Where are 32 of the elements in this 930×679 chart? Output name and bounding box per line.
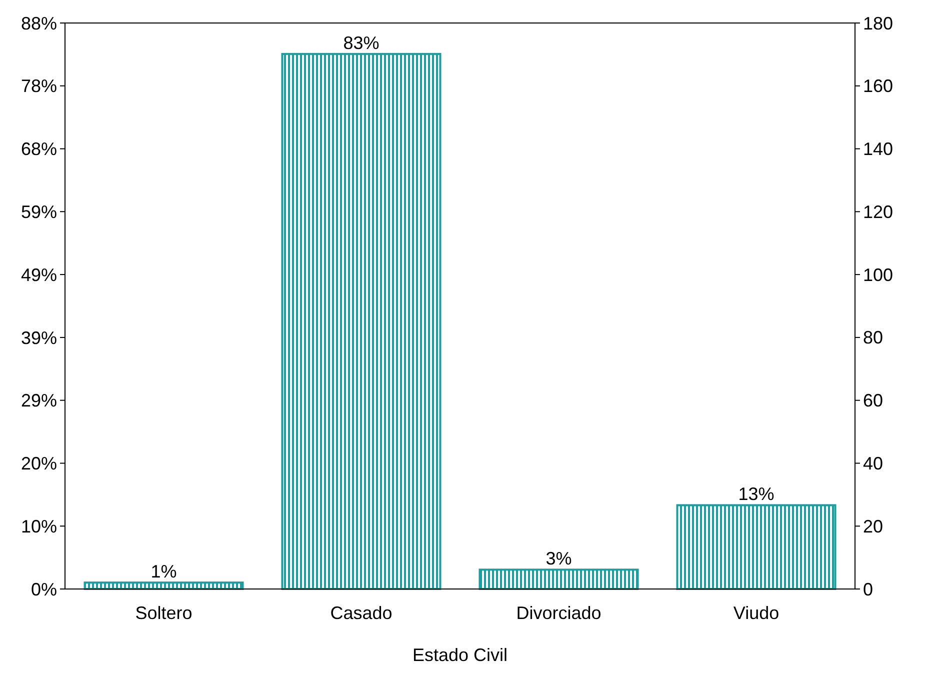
y2-tick-label: 180 xyxy=(863,13,894,34)
data-label: 83% xyxy=(343,32,380,53)
bar xyxy=(478,568,639,590)
y-tick-label: 20% xyxy=(20,454,57,474)
y2-tick-label: 20 xyxy=(863,516,884,536)
y-tick-label: 39% xyxy=(20,328,57,348)
y2-tick-label: 0 xyxy=(863,579,874,600)
y-tick-label: 68% xyxy=(20,139,57,160)
x-tick-label: Soltero xyxy=(135,603,192,623)
y-tick-label: 78% xyxy=(20,76,57,96)
y2-tick-label: 120 xyxy=(863,202,894,222)
y-tick-label: 0% xyxy=(30,579,57,600)
y-tick-label: 59% xyxy=(20,202,57,222)
y-tick-label: 49% xyxy=(20,264,57,285)
y2-tick-label: 100 xyxy=(863,264,894,285)
x-tick-label: Divorciado xyxy=(516,603,602,623)
y2-tick-label: 80 xyxy=(863,328,884,348)
bar xyxy=(281,52,442,590)
data-label: 1% xyxy=(150,562,177,582)
x-axis-title: Estado Civil xyxy=(412,645,508,665)
y-tick-label: 29% xyxy=(20,390,57,411)
y-tick-label: 88% xyxy=(20,13,57,34)
x-tick-label: Viudo xyxy=(733,603,780,623)
y2-tick-label: 40 xyxy=(863,454,884,474)
y-tick-label: 10% xyxy=(20,516,57,536)
y2-tick-label: 160 xyxy=(863,76,894,96)
data-label: 13% xyxy=(738,484,774,504)
x-tick-label: Casado xyxy=(330,603,392,623)
bar xyxy=(676,504,836,590)
y2-tick-label: 60 xyxy=(863,390,884,411)
y2-tick-label: 140 xyxy=(863,139,894,160)
data-label: 3% xyxy=(546,548,572,569)
